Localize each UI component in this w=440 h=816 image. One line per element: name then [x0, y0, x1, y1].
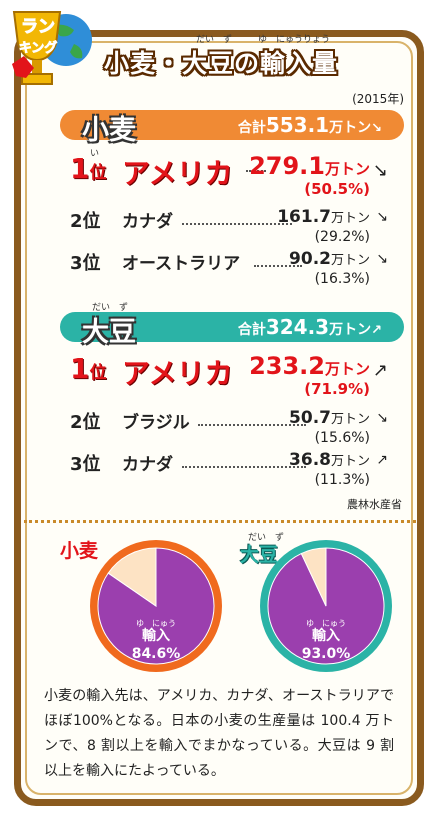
trend-up-icon: ↗	[376, 452, 388, 468]
title-ruby-daizu: だい ず	[196, 35, 233, 45]
card-frame	[14, 30, 424, 806]
slice-value-label: 93.0%	[302, 646, 351, 662]
wheat-row-3: 3位 オーストラリア 90.2万トン ↘ (16.3%)	[70, 249, 410, 289]
description-text: 小麦の輸入先は、アメリカ、カナダ、オーストラリアでほぼ100%となる。日本の小麦…	[44, 688, 394, 779]
soy-ruby: だい ず	[92, 303, 129, 313]
country-name: ブラジル	[122, 413, 190, 433]
rank-label: 1位	[70, 352, 107, 385]
slice-value-label: 84.6%	[132, 646, 181, 662]
badge-line1: ラン	[21, 17, 55, 37]
pie-slice-other	[300, 547, 327, 607]
import-share: (50.5%)	[304, 180, 370, 198]
page-title: 小麦・大豆の輸入量	[104, 49, 339, 78]
rank-label: 3位	[70, 253, 101, 274]
trend-down-icon: ↘	[376, 251, 388, 267]
soy-row-1: 1位 アメリカ 233.2万トン ↗ (71.9%)	[70, 352, 410, 398]
country-name: カナダ	[122, 212, 173, 232]
rank-label: 3位	[70, 454, 101, 475]
soy-row-2: 2位 ブラジル 50.7万トン ↘ (15.6%)	[70, 408, 410, 448]
trend-up-icon: ↗	[372, 360, 388, 381]
import-value: 36.8万トン	[289, 450, 370, 470]
import-share: (71.9%)	[304, 380, 370, 398]
trend-down-icon: ↘	[376, 209, 388, 225]
slice-label-ruby: ゆ にゅう	[136, 619, 176, 628]
wheat-title: 小麦	[82, 115, 136, 146]
soy-pie-title: 大豆	[240, 544, 279, 566]
slice-label-ruby: ゆ にゅう	[306, 619, 346, 628]
country-name: オーストラリア	[122, 254, 241, 274]
country-name: カナダ	[122, 455, 173, 475]
slice-label: 輸入	[142, 627, 170, 644]
rank-ruby: い	[90, 149, 100, 159]
country-name: アメリカ	[122, 357, 233, 390]
import-share: (16.3%)	[314, 271, 370, 287]
title-ruby-yunyuryou: ゆ にゅうりょう	[258, 35, 331, 45]
import-share: (15.6%)	[314, 430, 370, 446]
pie-slice-other	[107, 547, 157, 607]
wheat-row-1: い 1位 アメリカ 279.1万トン ↘ (50.5%)	[70, 149, 410, 198]
badge-line2: キング	[19, 40, 58, 56]
wheat-row-2: 2位 カナダ 161.7万トン ↘ (29.2%)	[70, 207, 410, 247]
source-label: 農林水産省	[347, 498, 402, 511]
soy-row-3: 3位 カナダ 36.8万トン ↗ (11.3%)	[70, 450, 410, 490]
import-value: 161.7万トン	[277, 207, 370, 227]
wheat-pie-title: 小麦	[60, 540, 99, 562]
import-share: (11.3%)	[314, 472, 370, 488]
import-value: 233.2万トン	[249, 352, 370, 380]
soy-banner: 大豆 合計324.3万トン↗	[60, 312, 404, 348]
import-value: 90.2万トン	[289, 249, 370, 269]
rank-label: 2位	[70, 211, 101, 232]
trend-down-icon: ↘	[372, 160, 388, 181]
section-divider	[24, 520, 416, 523]
import-share: (29.2%)	[314, 229, 370, 245]
wheat-total: 合計553.1万トン↘	[237, 113, 382, 137]
wheat-banner: 小麦 合計553.1万トン↘	[60, 110, 404, 146]
trend-down-icon: ↘	[376, 410, 388, 426]
country-name: アメリカ	[122, 157, 233, 190]
soy-pie-title-ruby: だい ず	[248, 533, 285, 543]
rank-label: 2位	[70, 412, 101, 433]
ranking-badge-icon: ラン キング	[12, 11, 92, 85]
rank-label: 1位	[70, 152, 107, 185]
year-label: (2015年)	[352, 92, 404, 106]
soy-title: 大豆	[82, 317, 136, 348]
import-value: 50.7万トン	[289, 408, 370, 428]
slice-label: 輸入	[312, 627, 340, 644]
import-value: 279.1万トン	[249, 152, 370, 180]
soy-total: 合計324.3万トン↗	[237, 315, 382, 339]
